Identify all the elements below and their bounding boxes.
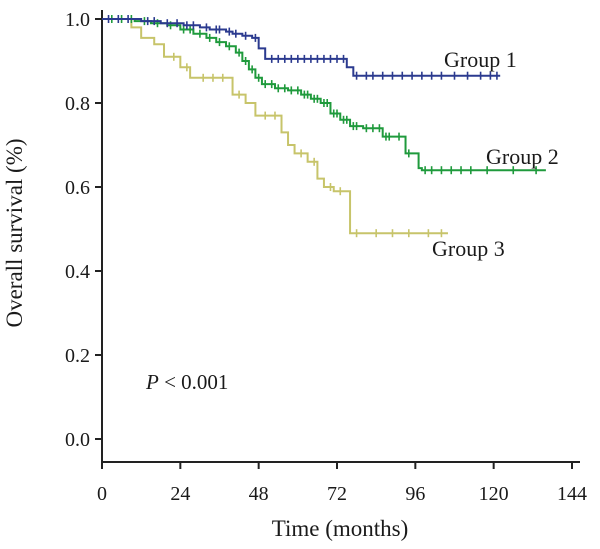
series-label-1: Group 1 (444, 47, 517, 72)
series-group-1 (102, 15, 501, 80)
y-tick-label: 0.8 (65, 93, 90, 115)
x-tick-label: 0 (97, 483, 107, 505)
axes (101, 10, 580, 463)
x-tick-label: 24 (170, 483, 190, 505)
plot-area (102, 15, 546, 238)
series-line-3 (102, 18, 448, 235)
labels: Group 1 Group 2 Group 3 (432, 47, 559, 261)
x-axis-title: Time (months) (272, 516, 409, 541)
series-line-2 (102, 18, 546, 172)
y-tick-label: 1.0 (65, 9, 90, 31)
p-value-annotation: P < 0.001 (145, 370, 228, 394)
x-tick-label: 96 (405, 483, 425, 505)
series-label-3: Group 3 (432, 236, 505, 261)
series-label-2: Group 2 (486, 144, 559, 169)
y-tick-label: 0.0 (65, 429, 90, 451)
p-value-text: < 0.001 (159, 370, 229, 394)
series-line-1 (102, 18, 501, 77)
y-tick-label: 0.6 (65, 177, 90, 199)
series-group-3 (102, 18, 448, 238)
y-tick-label: 0.4 (65, 261, 90, 283)
y-axis-title: Overall survival (%) (2, 138, 27, 327)
ticks: 0.0 0.2 0.4 0.6 0.8 1.0 0 24 48 72 96 120 144 (65, 9, 587, 505)
x-tick-label: 72 (327, 483, 347, 505)
x-tick-label: 48 (249, 483, 269, 505)
series-group-2 (102, 15, 546, 175)
p-value-prefix: P (145, 370, 159, 394)
y-tick-label: 0.2 (65, 345, 90, 367)
x-tick-label: 144 (557, 483, 587, 505)
x-tick-label: 120 (479, 483, 509, 505)
